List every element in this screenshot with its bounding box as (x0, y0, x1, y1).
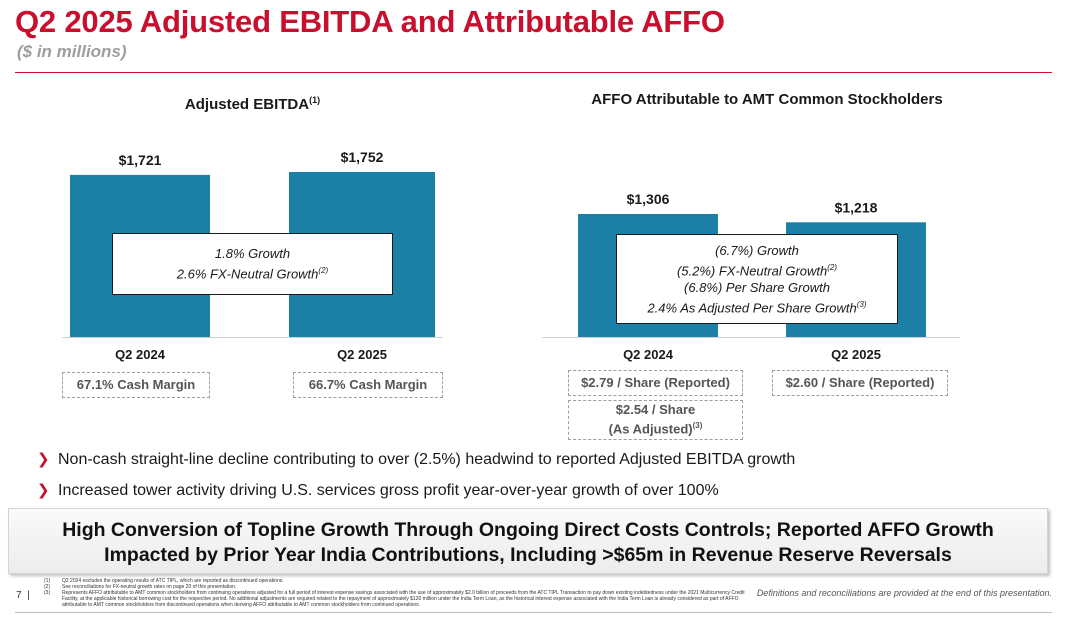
category-label: Q2 2025 (831, 347, 881, 362)
growth-line: (6.7%) Growth (715, 242, 799, 258)
chevron-right-icon: ❯ (37, 451, 50, 468)
ebitda-growth-box: 1.8% Growth 2.6% FX-Neutral Growth(2) (112, 233, 393, 295)
affo-per-share-q2-2024: $2.79 / Share (Reported) (568, 370, 743, 396)
growth-line: (6.8%) Per Share Growth (684, 280, 830, 295)
footnote: (1) Q2 2024 excludes the operating result… (44, 578, 284, 584)
category-label: Q2 2025 (337, 347, 387, 362)
category-label: Q2 2024 (623, 347, 674, 362)
bullet-item: ❯ Non-cash straight-line decline contribu… (37, 451, 796, 468)
footnote: (3) Represents AFFO attributable to AMT c… (44, 590, 745, 608)
growth-line: (5.2%) FX-Neutral Growth(2) (676, 262, 838, 278)
footnotes: (1) Q2 2024 excludes the operating result… (44, 578, 756, 608)
growth-line: 1.8% Growth (214, 246, 291, 262)
page-number: 7 | (16, 590, 30, 601)
chart-title-adjusted-ebitda: Adjusted EBITDA(1) (70, 90, 435, 115)
footnote: (2) See reconciliations for FX-neutral gr… (44, 584, 237, 590)
affo-per-share-q2-2025: $2.60 / Share (Reported) (772, 370, 948, 396)
page-title: Q2 2025 Adjusted EBITDA and Attributable… (15, 4, 725, 39)
growth-line: 2.4% As Adjusted Per Share Growth(3) (647, 300, 867, 316)
chart-title-text: Adjusted EBITDA (184, 96, 310, 113)
chevron-right-icon: ❯ (37, 482, 50, 499)
highlight-banner: High Conversion of Topline Growth Throug… (8, 508, 1048, 574)
title-divider (15, 72, 1052, 73)
banner-line: Impacted by Prior Year India Contributio… (104, 544, 952, 566)
data-label: $1,218 (835, 199, 878, 215)
growth-line: 2.6% FX-Neutral Growth(2) (176, 266, 329, 282)
chart-title-affo: AFFO Attributable to AMT Common Stockhol… (591, 91, 943, 108)
data-label: $1,752 (341, 149, 384, 165)
page-subtitle: ($ in millions) (17, 42, 127, 61)
cash-margin-q2-2024: 67.1% Cash Margin (62, 372, 210, 398)
cash-margin-q2-2025: 66.7% Cash Margin (293, 372, 443, 398)
definitions-note: Definitions and reconciliations are prov… (756, 588, 1052, 598)
chart-title-note: (1) (309, 95, 321, 105)
affo-per-share-adjusted: $2.54 / Share (As Adjusted)(3) (568, 400, 743, 440)
bullet-item: ❯ Increased tower activity driving U.S. s… (37, 482, 719, 499)
data-label: $1,721 (119, 152, 162, 168)
banner-line: High Conversion of Topline Growth Throug… (62, 519, 994, 541)
data-label: $1,306 (627, 191, 670, 207)
footer-divider (15, 612, 1052, 613)
category-label: Q2 2024 (115, 347, 166, 362)
affo-growth-box: (6.7%) Growth (5.2%) FX-Neutral Growth(2… (616, 234, 898, 324)
